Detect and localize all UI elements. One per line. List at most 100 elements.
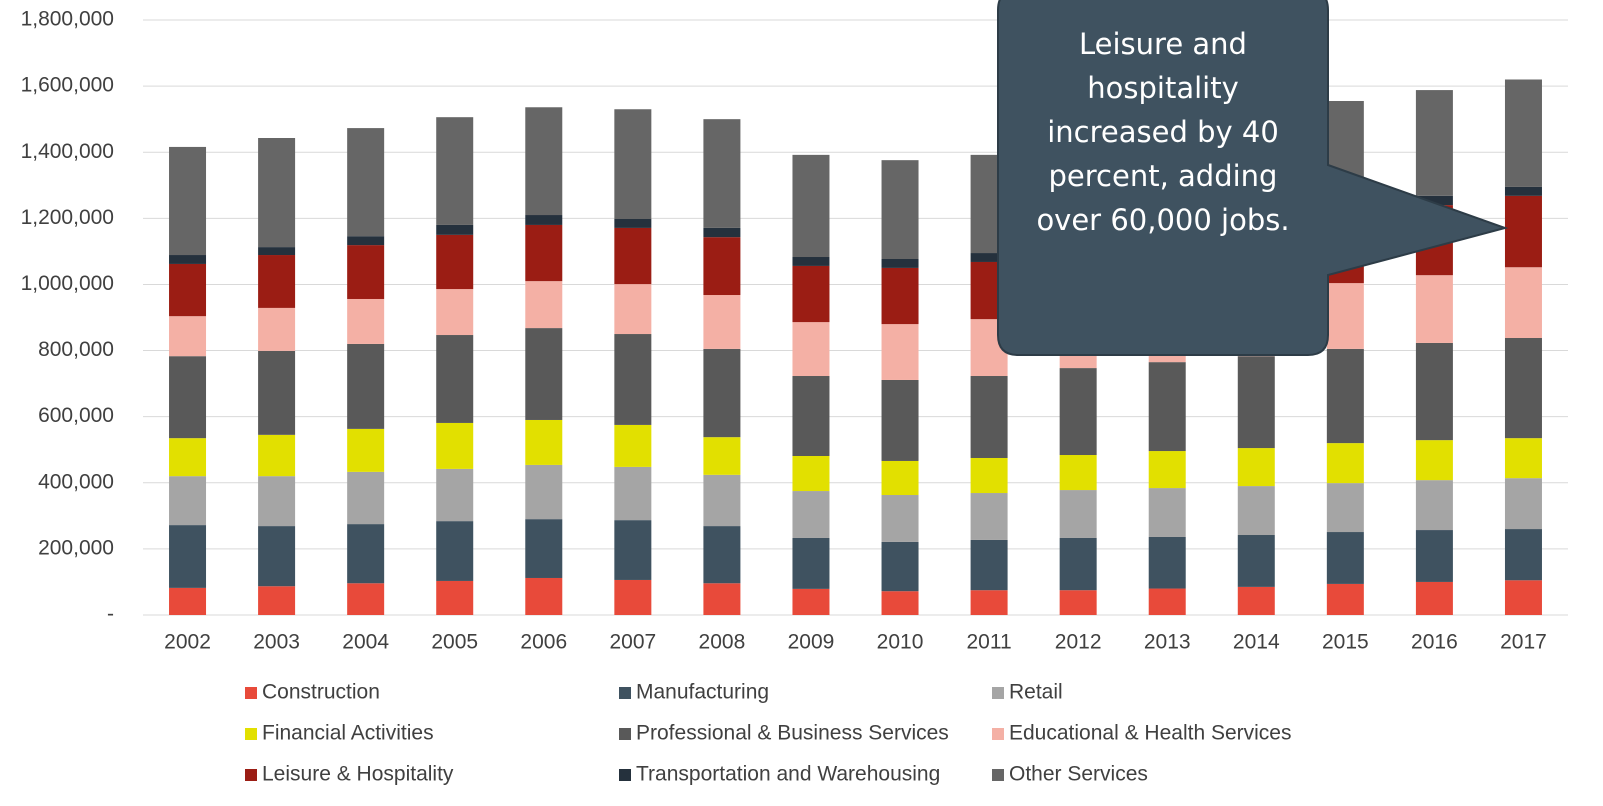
bar-segment [703, 227, 741, 238]
bar-segment [1415, 530, 1453, 582]
bar-segment [703, 437, 741, 475]
bar-segment [347, 245, 385, 299]
bar-segment [1504, 337, 1542, 439]
legend-swatch [245, 687, 257, 699]
bar-segment [1504, 580, 1542, 615]
y-tick-label: 400,000 [38, 470, 114, 493]
bar-segment [525, 519, 563, 578]
x-tick-label: 2014 [1233, 631, 1280, 654]
bar-segment [614, 424, 652, 467]
bar-segment [970, 493, 1008, 540]
bar-segment [258, 247, 296, 256]
bar-segment [436, 234, 474, 290]
bar-segment [1504, 478, 1542, 530]
callout [997, 0, 1509, 356]
bar-segment [881, 495, 919, 542]
bar-segment [703, 583, 741, 615]
bar-segment [1415, 195, 1453, 206]
bar-segment [1148, 588, 1186, 615]
bar-segment [347, 343, 385, 429]
legend-swatch [619, 687, 631, 699]
bar-segment [970, 457, 1008, 494]
x-tick-label: 2017 [1500, 631, 1547, 654]
bar-segment [1415, 342, 1453, 441]
bar-segment [436, 468, 474, 522]
bar-segment [169, 476, 207, 526]
legend-swatch [992, 687, 1004, 699]
bar-segment [703, 474, 741, 527]
x-tick-label: 2003 [253, 631, 300, 654]
bar-segment [1504, 79, 1542, 187]
bar-segment [1326, 348, 1364, 444]
legend-label: Manufacturing [636, 681, 769, 704]
bar-segment [525, 215, 563, 225]
legend-swatch [619, 728, 631, 740]
bar-segment [614, 334, 652, 425]
bar-segment [881, 541, 919, 592]
bar-segment [1237, 586, 1275, 615]
bar-segment [703, 119, 741, 228]
bar-segment [1237, 356, 1275, 449]
bar-segment [614, 109, 652, 219]
bar-segment [1148, 536, 1186, 589]
bar-segment [614, 284, 652, 335]
bar-segment [1059, 590, 1097, 615]
legend-label: Professional & Business Services [636, 722, 949, 745]
y-tick-label: 1,000,000 [21, 272, 114, 295]
bar-segment [970, 539, 1008, 591]
x-tick-label: 2002 [164, 631, 211, 654]
bar-segment [436, 422, 474, 469]
x-tick-label: 2015 [1322, 631, 1369, 654]
bar-segment [258, 350, 296, 435]
bar-segment [525, 224, 563, 282]
bar-segment [258, 255, 296, 308]
annotation: Leisure and hospitality increased by 40 … [1036, 27, 1290, 237]
bar-segment [525, 281, 563, 329]
bar-segment [1237, 535, 1275, 587]
bar-segment [792, 456, 830, 492]
bar-segment [436, 335, 474, 423]
bar-segment [347, 298, 385, 344]
bar-segment [436, 521, 474, 581]
y-tick-label: 1,800,000 [21, 8, 114, 31]
x-tick-label: 2004 [342, 631, 389, 654]
bar-segment [1415, 581, 1453, 615]
y-tick-label: 800,000 [38, 338, 114, 361]
bar-segment [436, 580, 474, 615]
bar-segment [792, 588, 830, 615]
y-tick-label: 1,600,000 [21, 74, 114, 97]
bar-segment [792, 537, 830, 589]
bar-segment [169, 316, 207, 357]
bar-segment [169, 263, 207, 317]
bar-segment [1504, 529, 1542, 581]
x-tick-label: 2008 [699, 631, 746, 654]
bar-segment [1326, 532, 1364, 584]
bar-segment [881, 258, 919, 268]
bar-segment [1237, 448, 1275, 487]
x-tick-label: 2011 [967, 631, 1012, 654]
bar-segment [881, 160, 919, 259]
bar-segment [703, 526, 741, 584]
bar-segment [347, 236, 385, 246]
bar-segment [169, 146, 207, 256]
bar-segment [1504, 186, 1542, 196]
bar-segment [1504, 267, 1542, 338]
x-tick-label: 2009 [788, 631, 835, 654]
bar-segment [525, 577, 563, 615]
legend-label: Financial Activities [262, 722, 434, 745]
bar-segment [881, 324, 919, 380]
bar-segment [703, 348, 741, 438]
bar-segment [169, 255, 207, 264]
bar-segment [792, 154, 830, 258]
y-tick-label: 600,000 [38, 404, 114, 427]
bar-segment [1326, 583, 1364, 615]
bar-segment [703, 295, 741, 349]
y-tick-label: 200,000 [38, 536, 114, 559]
bar-segment [525, 464, 563, 520]
bar-segment [347, 471, 385, 525]
bar-segment [347, 583, 385, 615]
bar-segment [614, 218, 652, 228]
legend-label: Other Services [1009, 763, 1148, 786]
x-tick-label: 2006 [520, 631, 567, 654]
